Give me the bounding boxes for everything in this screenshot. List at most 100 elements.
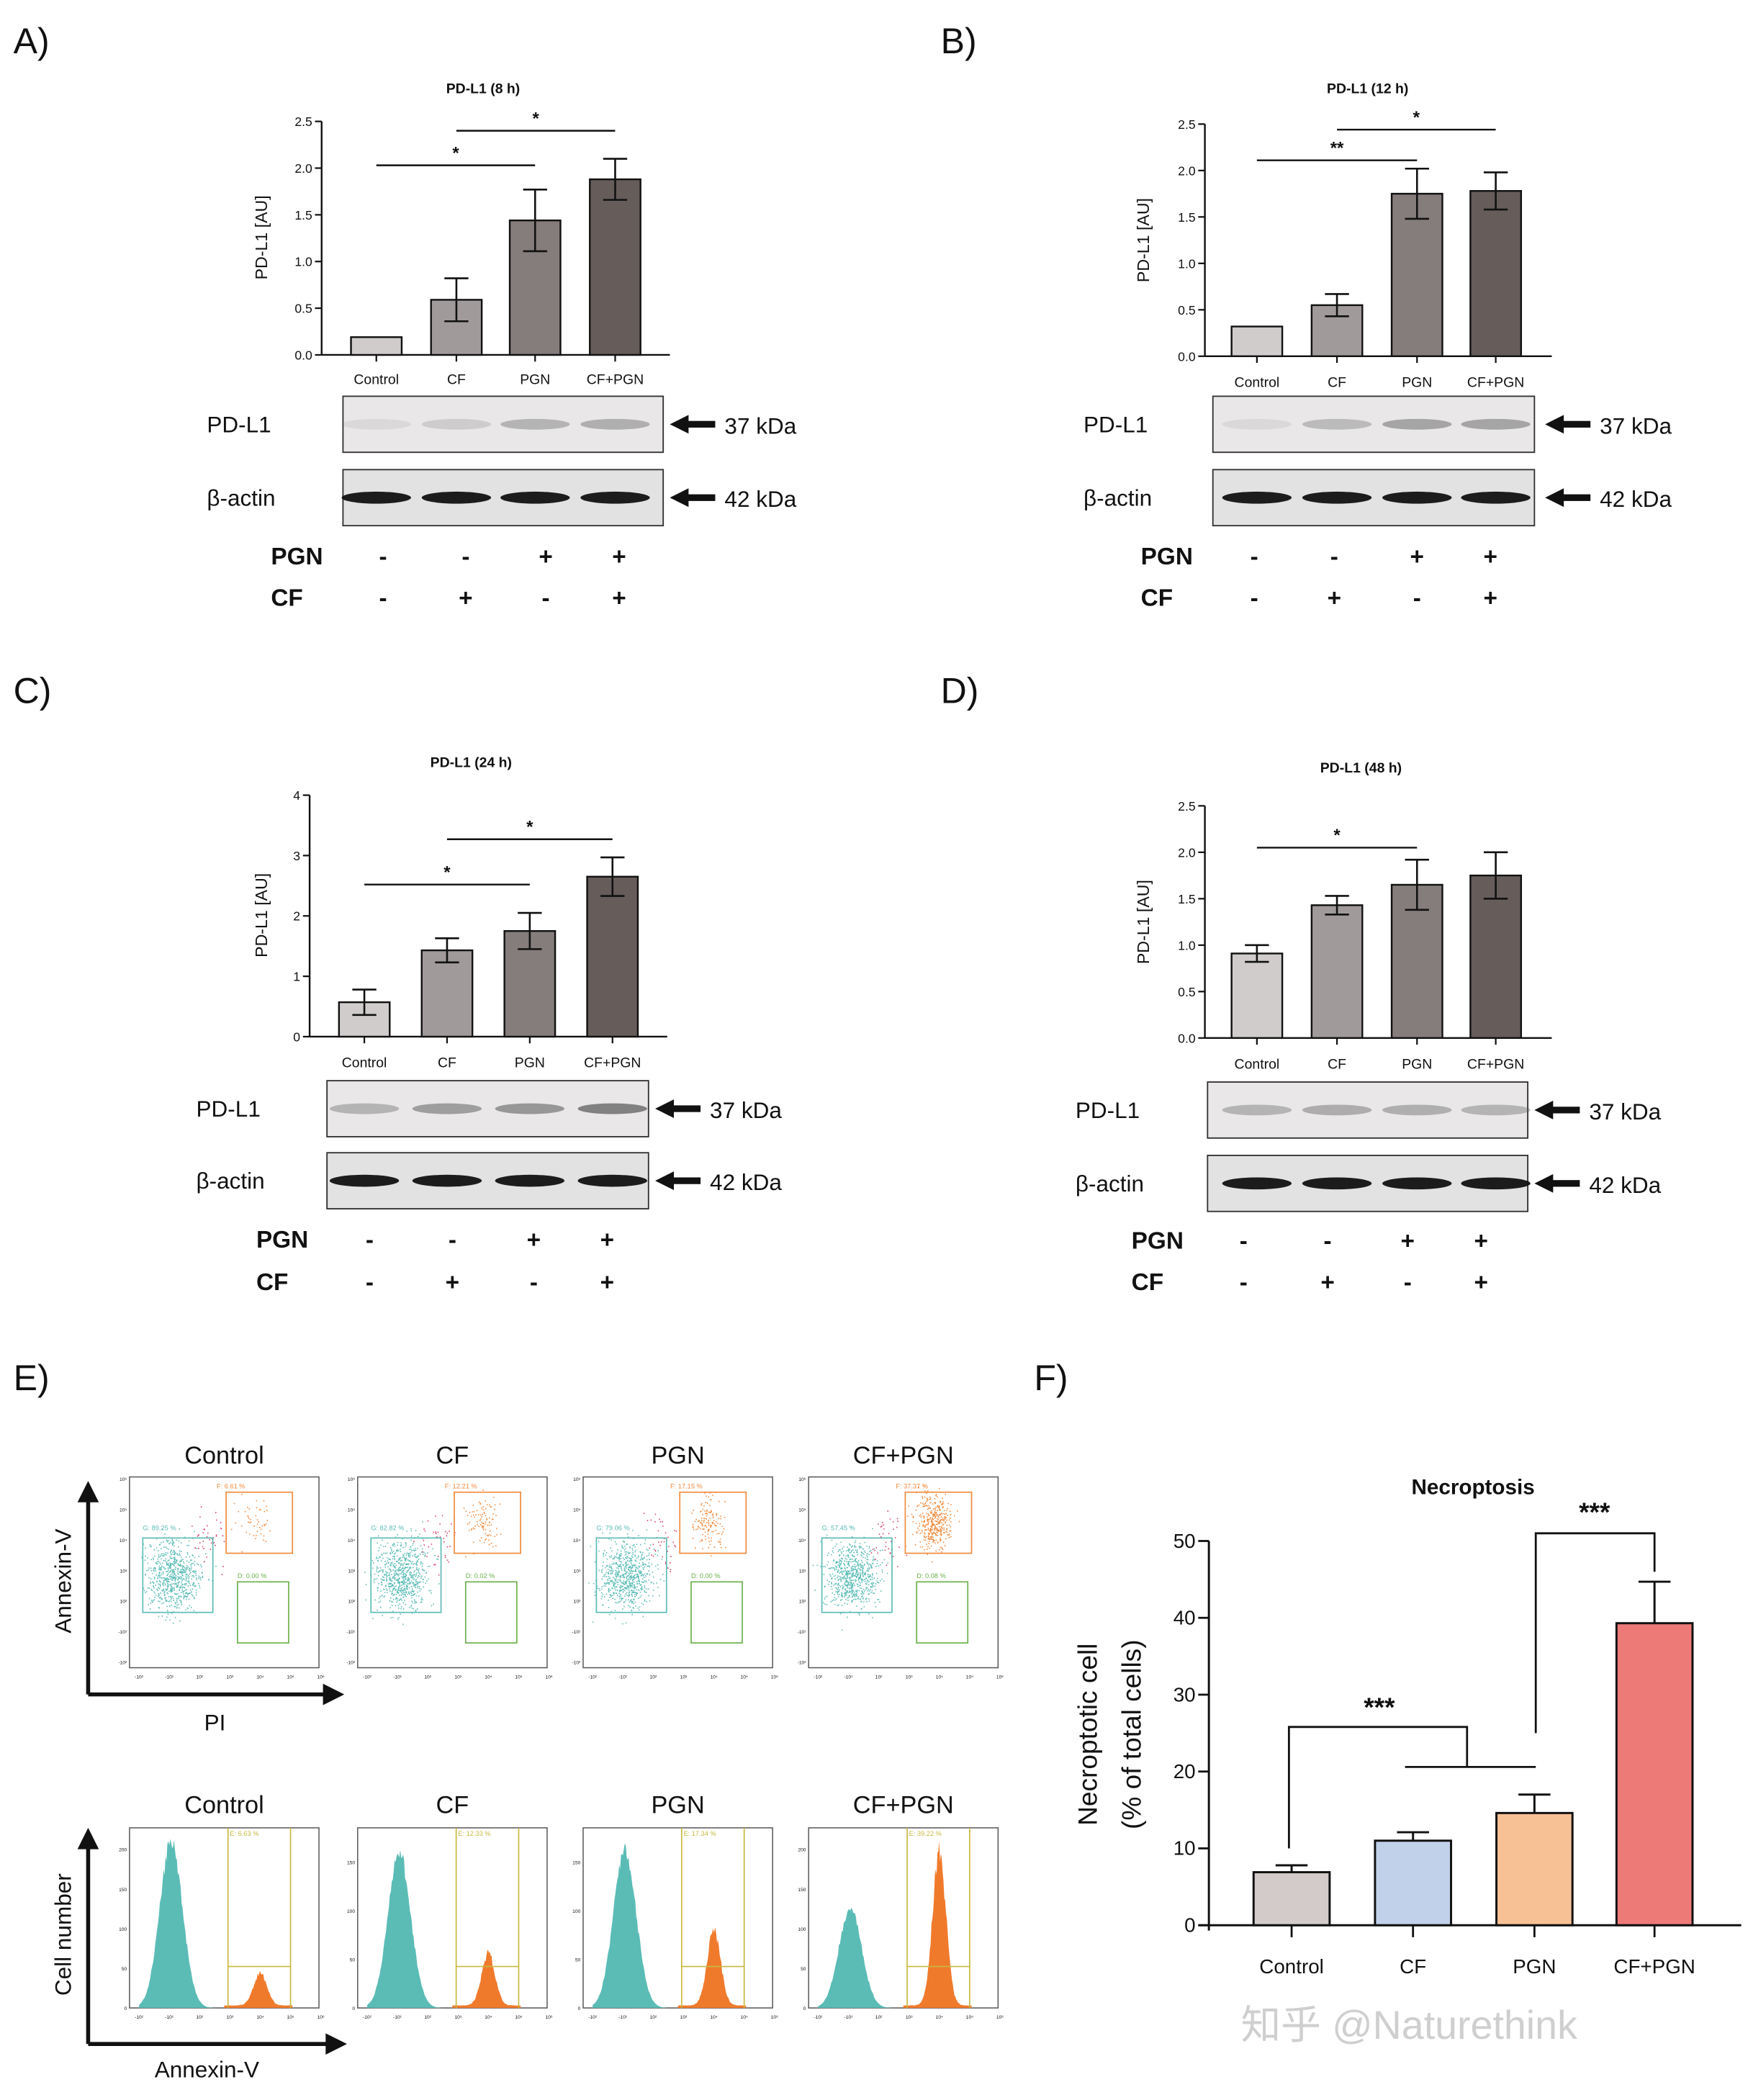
x-tick-label: CF+PGN [1613,1955,1695,1978]
histogram-negative-peak [139,1839,215,2009]
scatter-frame [582,1476,773,1669]
x-tick-label: CF+PGN [584,1055,641,1071]
treatment-sign: - [461,544,469,570]
significance-label: *** [1579,1497,1610,1527]
x-tick-label: 10³ [454,2015,461,2020]
y-tick-label: 2.5 [294,114,312,129]
x-tick-label: 10³ [680,1675,688,1680]
gate-d-label: D: 0.08 % [916,1572,946,1579]
blot-band [500,491,570,504]
x-tick-label: 10⁵ [515,2015,522,2020]
x-tick-label: 10⁵ [741,2015,748,2020]
x-tick-label: -10¹ [844,1675,854,1680]
y-tick-label: 10⁶ [120,1477,127,1482]
scatter-points-positive [907,1485,960,1563]
x-tick-label: 10³ [227,1675,234,1680]
x-tick-label: -10² [363,1675,372,1680]
arrow-left-icon [670,415,689,434]
significance-bracket [1534,1532,1656,1734]
gate-g-label: G: 79.06 % [596,1525,629,1532]
y-tick-label: 1.5 [1178,892,1196,906]
treatment-sign: + [1474,1228,1487,1255]
scatter-plot-CF: CF G: 82.82 % F: 12.21 % D: 0.02 % -10² -10¹ 1… [346,1442,553,1680]
blot-band [1382,1104,1452,1116]
western-blot-2: PD-L1 37 kDa β-actin 42 kDa PGN - - + + CF - + - + [197,1080,782,1296]
treatment-label: CF [1132,1269,1163,1296]
blot-band [421,491,492,504]
treatment-sign: + [612,544,626,570]
scatter-points-negative [812,1526,888,1631]
blot-image [1207,1081,1529,1139]
molecular-weight-label: 37 kDa [1600,413,1672,438]
blot-band [412,1174,482,1187]
y-tick-label: 100 [347,1909,355,1914]
panel-label-b: B) [941,21,977,61]
gate-g [595,1537,667,1613]
significance-label: * [443,862,451,882]
y-tick-label: 0.5 [1178,985,1196,999]
scatter-x-axis-label: PI [204,1710,226,1736]
x-tick-label: -10² [588,2015,598,2020]
x-tick-label: 10² [875,2015,883,2020]
x-tick-label: PGN [1402,1056,1432,1072]
gate-d [916,1581,969,1644]
blot-row-label: PD-L1 [207,411,271,437]
gate-g-label: G: 82.82 % [371,1525,404,1532]
y-tick-label: 0 [352,2006,355,2011]
blot-band [580,418,650,430]
x-tick-label: -10¹ [393,2015,402,2020]
bar-CF+PGN [589,178,641,356]
y-tick-label: 10 [1173,1837,1196,1860]
scatter-points-negative [588,1529,665,1625]
arrow-left-icon [1534,1173,1554,1193]
significance-label: * [452,143,459,163]
x-tick-label: 10⁵ [741,1675,748,1680]
blot-band [500,418,570,430]
histogram-positive-peak [452,1950,521,2009]
western-blot-3: PD-L1 37 kDa β-actin 42 kDa PGN - - + + CF - + - + [1076,1081,1662,1296]
gate-d [690,1581,743,1644]
x-tick-label: 10² [650,2015,657,2020]
blot-band [1461,491,1531,504]
y-tick-label: -10¹ [118,1630,127,1635]
y-tick-label: 0 [803,2006,806,2011]
treatment-label: PGN [1141,544,1193,570]
y-tick-label: 10⁵ [348,1508,355,1513]
blot-band [341,491,411,504]
y-tick-label: 100 [798,1927,806,1932]
molecular-weight-label: 42 kDa [724,486,796,512]
treatment-label: CF [271,585,302,611]
scatter-frame [357,1476,548,1669]
x-tick-label: 10⁶ [996,1675,1004,1680]
y-tick-label: 10⁴ [573,1538,580,1544]
y-tick-label: 20 [1173,1760,1196,1783]
x-tick-label: 10⁴ [485,2015,492,2020]
x-tick-label: Control [342,1055,387,1071]
treatment-sign: + [1483,544,1497,570]
arrow-shaft [671,1177,701,1184]
x-tick-label: CF [447,372,466,388]
x-tick-label: 10⁶ [317,2015,325,2020]
gate-f [904,1491,973,1554]
treatment-sign: - [366,1269,374,1296]
treatment-sign: - [542,585,550,611]
blot-band [1382,1177,1452,1190]
bar-CF+PGN [1469,874,1523,1040]
y-tick-label: 10⁶ [348,1477,355,1482]
panel-label-a: A) [14,21,50,61]
histogram-title: CF+PGN [853,1792,954,1819]
gate-e-label: E: 17.34 % [683,1830,716,1837]
x-tick-label: 10⁶ [546,2015,553,2020]
x-tick-label: 10³ [680,2015,688,2020]
arrow-left-icon [670,488,689,508]
y-tick-label: 50 [122,1967,127,1972]
x-tick-label: 10⁴ [936,2015,943,2020]
y-tick-label: 30 [1173,1683,1196,1705]
gate-d [237,1581,289,1644]
histogram-negative-peak [818,1907,894,2009]
x-tick-label: -10² [814,1675,823,1680]
arrow-shaft [1550,1107,1580,1114]
scatter-plot-PGN: PGN G: 79.06 % F: 17.15 % D: 0.00 % -10² -10¹… [572,1442,778,1680]
flow-cytometry-panel: Annexin-V PI Cell number Annexin-V Control G:… [50,1442,1004,2082]
scatter-points-positive [691,1492,726,1556]
